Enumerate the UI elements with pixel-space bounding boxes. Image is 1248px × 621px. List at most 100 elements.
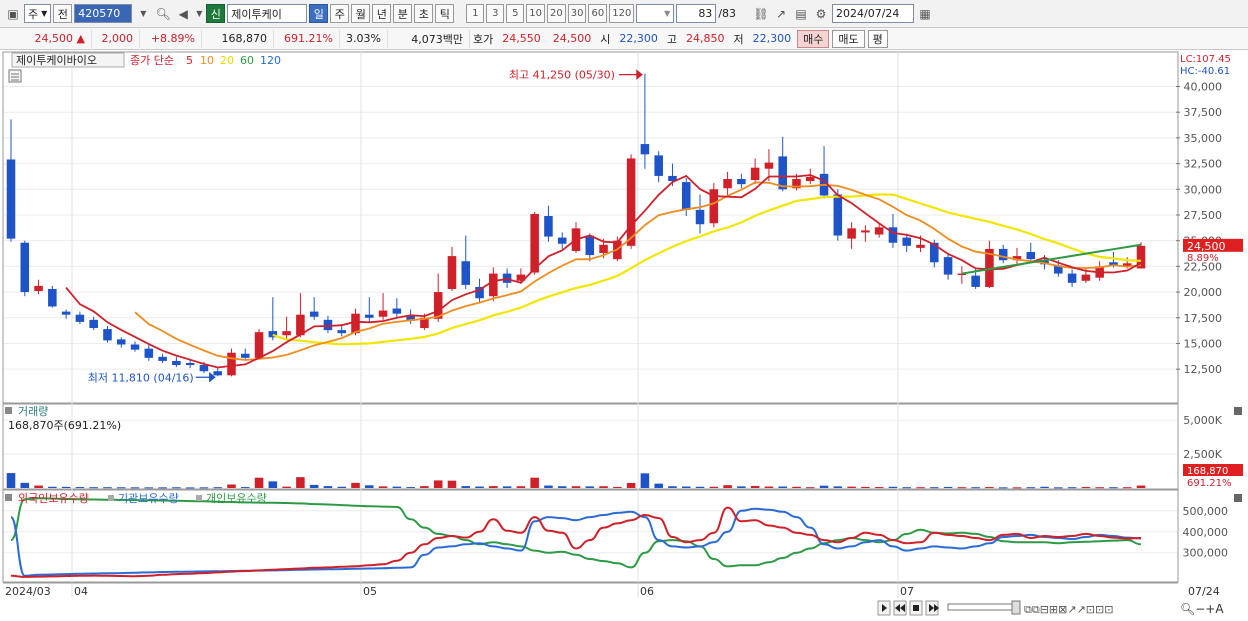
price-tick-label: 37,500 — [1184, 106, 1223, 119]
candle-body — [516, 274, 526, 281]
volume-bar — [1122, 487, 1132, 489]
speaker-dropdown-icon[interactable]: ▼ — [196, 9, 203, 18]
calendar-icon[interactable]: ▦ — [919, 6, 931, 21]
candle-body — [365, 314, 374, 318]
stock-code-input[interactable]: 420570 — [74, 4, 133, 23]
volume-bar — [833, 486, 843, 488]
foreign-holdings-legend: 외국인보유수량 — [18, 492, 89, 505]
volume-bar — [420, 486, 429, 488]
candle-body — [144, 348, 154, 358]
gear-icon[interactable]: ⚙ — [815, 6, 827, 21]
speaker-icon[interactable]: ◀ — [178, 6, 188, 21]
candle-body — [1136, 245, 1146, 269]
price-tick-label: 20,000 — [1184, 286, 1223, 299]
volume-bar — [309, 484, 319, 488]
candle-body — [1012, 256, 1022, 261]
period-week[interactable]: 주 — [330, 4, 350, 23]
save-icon[interactable]: ▤ — [795, 6, 807, 21]
ma5-legend: 5 — [186, 54, 193, 67]
candle-body — [75, 314, 85, 322]
count-input[interactable]: 83 — [676, 4, 717, 23]
bid-price: 24,500 — [552, 32, 592, 45]
price-tick-label: 30,000 — [1184, 183, 1223, 196]
mult-5[interactable]: 5 — [506, 4, 525, 23]
rewind-icon — [895, 604, 905, 612]
period-tick[interactable]: 틱 — [435, 4, 455, 23]
candle-body — [392, 308, 402, 314]
mult-3[interactable]: 3 — [486, 4, 505, 23]
candle-body — [792, 179, 801, 189]
volume-current-tag-value: 168,870 — [1187, 466, 1228, 477]
code-dropdown-icon[interactable]: ▼ — [140, 9, 147, 18]
volume-bar — [916, 487, 925, 489]
interval-select[interactable]: ▼ — [636, 4, 675, 23]
pointer-tool-icon[interactable]: ↗ — [775, 6, 787, 21]
individual-holdings-legend: 개인보유수량 — [206, 492, 267, 505]
volume-bar — [392, 486, 402, 488]
volume-bar — [819, 485, 829, 488]
sell-button[interactable]: 매도 — [832, 29, 865, 48]
grid-toggle-icon[interactable] — [8, 69, 22, 83]
new-listing-badge: 신 — [206, 4, 226, 23]
volume-panel-icon[interactable] — [5, 407, 12, 414]
x-axis-label: 07/24 — [1188, 585, 1220, 598]
market-select[interactable]: 주 ▼ — [24, 4, 52, 23]
date-value: 2024/07/24 — [836, 7, 900, 20]
candle-body — [282, 331, 291, 336]
period-day[interactable]: 일 — [309, 4, 329, 23]
link-icon[interactable]: ⛓ — [753, 6, 769, 21]
volume-y-axis: 5,000K 2,500K — [1183, 414, 1222, 461]
period-minute[interactable]: 분 — [393, 4, 413, 23]
period-second[interactable]: 초 — [414, 4, 434, 23]
high-label: 고 — [666, 32, 677, 46]
zoom-controls[interactable]: 🔍︎−+A — [1180, 602, 1224, 616]
scroll-track[interactable] — [947, 603, 1019, 611]
volume-close-icon[interactable] — [1234, 407, 1242, 415]
mult-20[interactable]: 20 — [547, 4, 566, 23]
buy-button[interactable]: 매수 — [797, 29, 830, 48]
price-tick-label: 35,000 — [1184, 132, 1223, 145]
candle-body — [750, 167, 760, 181]
drawing-tools-icons[interactable]: ⧉⧉⊟⊞⊠↗↗⊡⊡⊡ — [1024, 603, 1113, 616]
x-axis-label: 07 — [900, 585, 914, 598]
mult-10[interactable]: 10 — [526, 4, 546, 23]
market-value: 주 — [28, 7, 39, 21]
stock-chart[interactable]: 40,00037,50035,00032,50030,00027,50025,0… — [0, 50, 1248, 621]
period-year[interactable]: 년 — [372, 4, 392, 23]
mult-30[interactable]: 30 — [567, 4, 587, 23]
candle-body — [1026, 251, 1036, 260]
candle-body — [378, 310, 388, 317]
mult-60[interactable]: 60 — [588, 4, 608, 23]
candle-body — [34, 285, 43, 292]
volume-pct: 691.21% — [274, 29, 340, 48]
stock-title-box[interactable] — [11, 52, 125, 68]
stock-title: 제이투케이바이오 — [16, 54, 97, 67]
holdings-close-icon[interactable] — [1234, 494, 1242, 502]
search-icon[interactable]: 🔍︎ — [155, 6, 171, 21]
mult-1[interactable]: 1 — [466, 4, 485, 23]
scroll-thumb[interactable] — [1011, 600, 1021, 615]
prefix-button[interactable]: 전 — [53, 4, 73, 23]
volume-bar — [998, 487, 1008, 489]
candle-body — [116, 339, 126, 345]
date-input[interactable]: 2024/07/24 — [832, 4, 915, 23]
candle-body — [723, 179, 732, 189]
volume-bar — [695, 486, 705, 488]
period-month[interactable]: 월 — [351, 4, 371, 23]
volume-bars — [6, 473, 1146, 489]
candle-body — [158, 356, 167, 361]
volume-bar — [378, 486, 388, 488]
up-arrow-icon: ▲ — [76, 32, 85, 45]
candle-body — [337, 330, 347, 334]
price-tick-label: 17,500 — [1184, 312, 1223, 325]
candle-body — [971, 275, 980, 287]
volume-bar — [764, 486, 774, 488]
holdings-tick-label: 400,000 — [1183, 526, 1229, 539]
volume-bar — [971, 487, 980, 489]
candle-body — [103, 329, 112, 341]
play-icon — [882, 604, 887, 612]
average-button[interactable]: 평 — [867, 29, 888, 48]
window-menu-icon[interactable]: ▣ — [7, 6, 19, 21]
mult-120[interactable]: 120 — [609, 4, 635, 23]
holdings-panel-icon[interactable] — [5, 494, 12, 501]
